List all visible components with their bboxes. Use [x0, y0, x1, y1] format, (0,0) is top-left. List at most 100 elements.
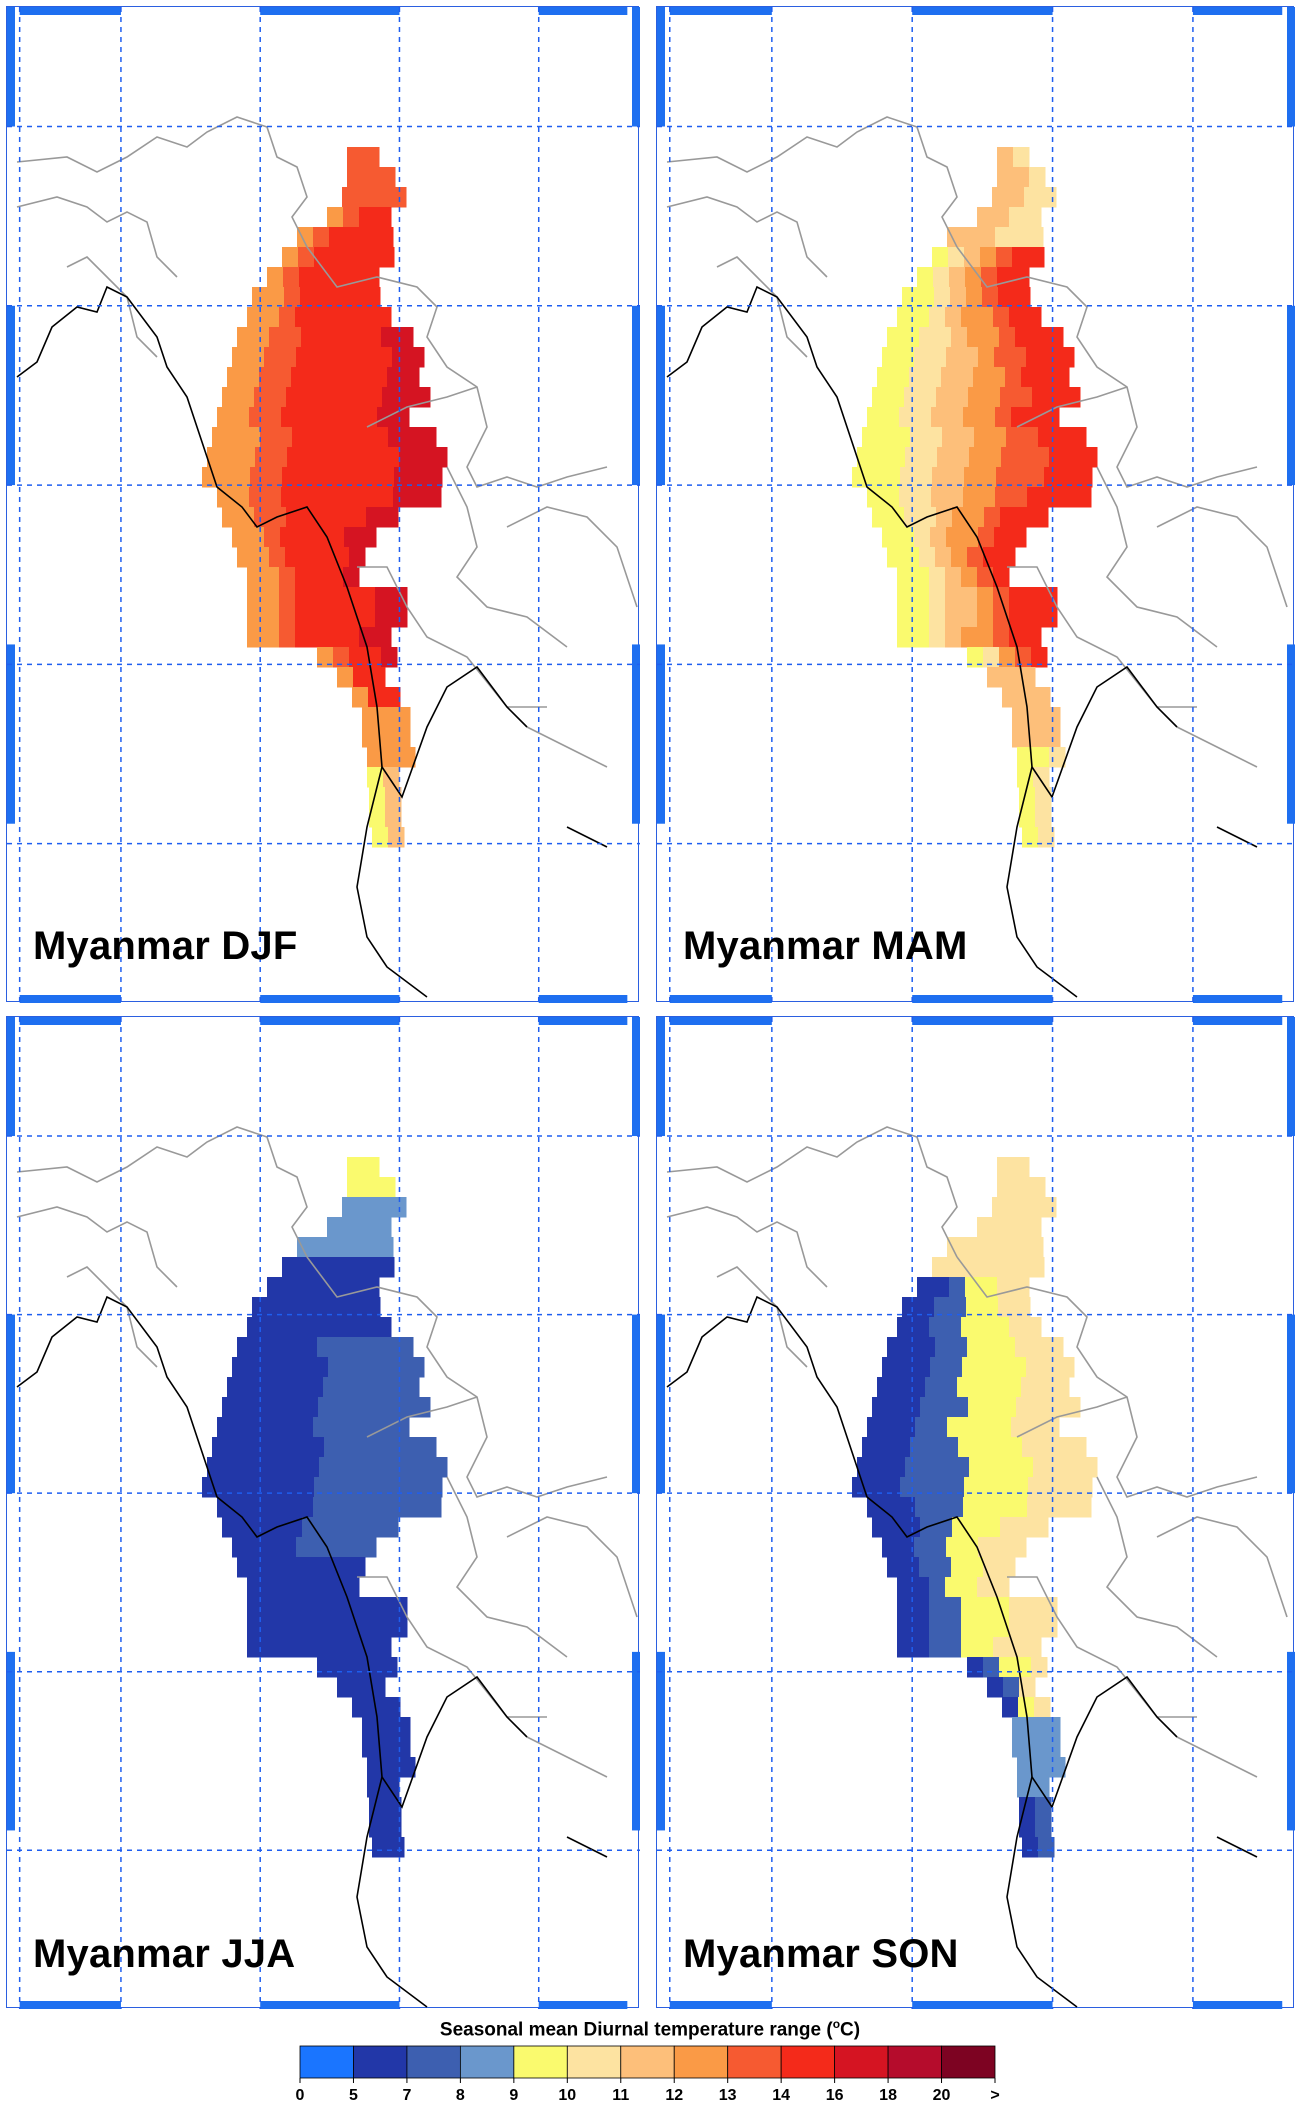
- temperature-cell: [929, 587, 946, 608]
- temperature-cell: [279, 607, 296, 628]
- temperature-cell: [997, 1157, 1014, 1178]
- country-border-line: [666, 116, 958, 248]
- temperature-cell: [915, 1497, 932, 1518]
- temperature-cell: [375, 1617, 392, 1638]
- temperature-cell: [883, 487, 900, 508]
- temperature-cell: [1006, 427, 1023, 448]
- temperature-cell: [360, 1357, 377, 1378]
- temperature-cell: [253, 547, 270, 568]
- temperature-cell: [1017, 1757, 1034, 1778]
- temperature-cell: [378, 1737, 395, 1758]
- temperature-cell: [339, 367, 356, 388]
- temperature-cell: [979, 407, 996, 428]
- temperature-cell: [314, 247, 331, 268]
- temperature-cell: [359, 1617, 376, 1638]
- temperature-cell: [317, 1337, 334, 1358]
- temperature-cell: [1029, 167, 1046, 188]
- temperature-cell: [1031, 1657, 1048, 1678]
- country-border-line: [66, 256, 158, 358]
- temperature-cell: [973, 367, 990, 388]
- temperature-cell: [345, 487, 362, 508]
- temperature-cell: [327, 1577, 344, 1598]
- temperature-cell: [1006, 1437, 1023, 1458]
- temperature-cell: [279, 587, 296, 608]
- temperature-cell: [367, 1757, 384, 1778]
- temperature-cell: [967, 1657, 984, 1678]
- temperature-cell: [989, 1377, 1006, 1398]
- temperature-cell: [399, 447, 416, 468]
- temperature-cell: [313, 407, 330, 428]
- colorbar-tick-label: 20: [933, 2087, 951, 2104]
- temperature-cell: [980, 1477, 997, 1498]
- temperature-cell: [909, 367, 926, 388]
- temperature-cell: [315, 1277, 332, 1298]
- temperature-cell: [333, 1337, 350, 1358]
- temperature-cell: [1037, 1377, 1054, 1398]
- temperature-cell: [1000, 507, 1017, 528]
- temperature-cell: [394, 727, 411, 748]
- temperature-cell: [1028, 707, 1045, 728]
- temperature-cell: [996, 1477, 1013, 1498]
- temperature-cell: [409, 487, 426, 508]
- temperature-cell: [1028, 467, 1045, 488]
- temperature-cell: [1005, 367, 1022, 388]
- temperature-cell: [343, 1217, 360, 1238]
- temperature-cell: [1042, 1357, 1059, 1378]
- temperature-cell: [327, 1617, 344, 1638]
- temperature-cell: [1041, 1617, 1058, 1638]
- coastline-line: [666, 285, 1033, 768]
- temperature-cell: [269, 1557, 286, 1578]
- frame-left-1: [7, 1314, 15, 1494]
- temperature-cell: [914, 347, 931, 368]
- temperature-cell: [254, 1397, 271, 1418]
- temperature-cell: [403, 367, 420, 388]
- temperature-cell: [1003, 667, 1020, 688]
- temperature-cell: [903, 1337, 920, 1358]
- temperature-cell: [318, 1397, 335, 1418]
- temperature-cell: [963, 1237, 980, 1258]
- temperature-cell: [359, 1637, 376, 1658]
- temperature-cell: [308, 1437, 325, 1458]
- temperature-cell: [363, 1177, 380, 1198]
- temperature-cell: [317, 647, 334, 668]
- temperature-cell: [867, 1497, 884, 1518]
- frame-left-2: [657, 1651, 665, 1831]
- country-border-line: [16, 1126, 308, 1258]
- temperature-cell: [1013, 1177, 1030, 1198]
- temperature-cell: [383, 1457, 400, 1478]
- temperature-cell: [1011, 1497, 1028, 1518]
- temperature-cell: [1031, 647, 1048, 668]
- temperature-cell: [889, 1457, 906, 1478]
- temperature-cell: [930, 1357, 947, 1378]
- temperature-cell: [915, 487, 932, 508]
- temperature-cell: [1019, 807, 1036, 828]
- temperature-cell: [913, 1617, 930, 1638]
- map-canvas-jja: [7, 1017, 640, 2009]
- temperature-cell: [302, 1397, 319, 1418]
- temperature-cell: [905, 1457, 922, 1478]
- temperature-cell: [291, 1377, 308, 1398]
- temperature-cell: [1012, 1717, 1029, 1738]
- temperature-cell: [269, 547, 286, 568]
- frame-left-1: [657, 1314, 665, 1494]
- temperature-cell: [303, 447, 320, 468]
- temperature-cell: [915, 1417, 932, 1438]
- temperature-cell: [977, 607, 994, 628]
- temperature-cell: [297, 227, 314, 248]
- temperature-cell: [247, 1317, 264, 1338]
- temperature-cell: [280, 1537, 297, 1558]
- coastline: [16, 285, 608, 998]
- temperature-cell: [263, 1317, 280, 1338]
- temperature-cell: [994, 1537, 1011, 1558]
- temperature-cell: [977, 627, 994, 648]
- frame-right-1: [1287, 305, 1295, 486]
- temperature-cell: [1033, 1757, 1050, 1778]
- temperature-cell: [279, 1597, 296, 1618]
- temperature-cell: [378, 727, 395, 748]
- map-panel-djf: Myanmar DJF: [6, 6, 640, 1003]
- temperature-cell: [1027, 1237, 1044, 1258]
- temperature-cell: [983, 647, 1000, 668]
- temperature-cell: [916, 467, 933, 488]
- temperature-cell: [239, 447, 256, 468]
- temperature-cell: [415, 1457, 432, 1478]
